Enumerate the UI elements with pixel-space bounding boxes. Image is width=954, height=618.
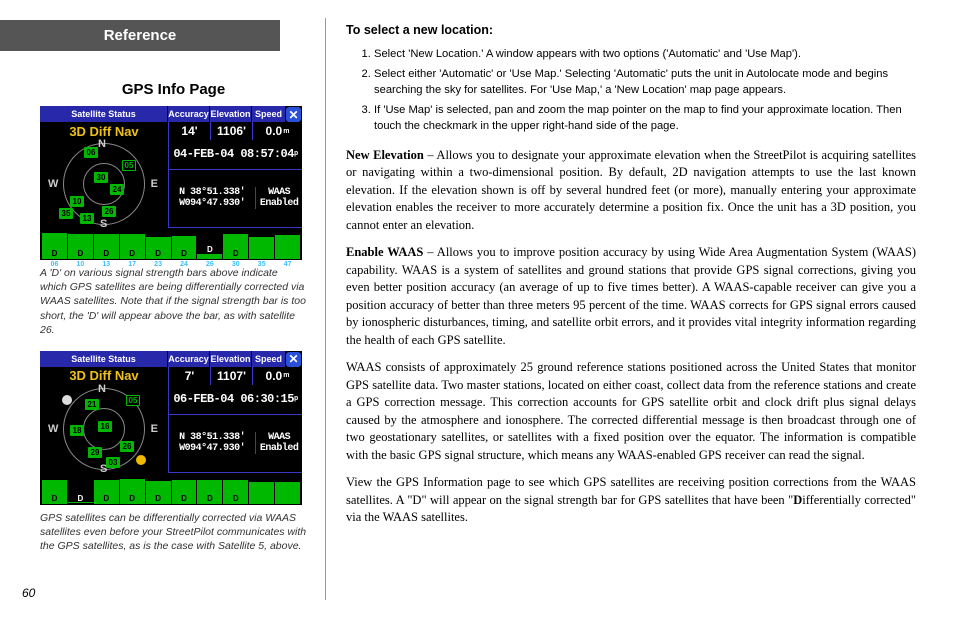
- signal-bar: D30: [223, 234, 248, 259]
- satellite-marker: 13: [80, 213, 94, 224]
- paragraph-new-elevation: New Elevation – Allows you to designate …: [346, 147, 916, 235]
- signal-bar: D: [94, 480, 119, 504]
- coordinates: N 38°51.338'W094°47.930': [169, 187, 256, 209]
- right-column: To select a new location: Select 'New Lo…: [326, 0, 954, 618]
- info-panel: 04-FEB-04 08:57:04p N 38°51.338'W094°47.…: [168, 140, 302, 228]
- hdr-status: Satellite Status: [40, 106, 168, 122]
- signal-bar: [249, 482, 274, 504]
- left-column: Reference GPS Info Page Satellite Status…: [0, 0, 325, 618]
- compass-w: W: [48, 178, 58, 190]
- satellite-marker: 05: [122, 160, 136, 171]
- satellite-marker: 10: [70, 196, 84, 207]
- hdr-accuracy: Accuracy: [168, 351, 210, 367]
- accuracy-value: 7': [168, 367, 210, 385]
- procedure-step: Select either 'Automatic' or 'Use Map.' …: [374, 66, 916, 98]
- satellite-marker: 35: [59, 208, 73, 219]
- satellite-marker: 26: [120, 441, 134, 452]
- satellite-marker: 24: [110, 184, 124, 195]
- signal-bar: D: [197, 480, 222, 504]
- procedure-heading: To select a new location:: [346, 22, 916, 40]
- signal-bar: D06: [42, 233, 67, 259]
- caption-1: A 'D' on various signal strength bars ab…: [40, 266, 307, 337]
- accuracy-value: 14': [168, 122, 210, 140]
- compass-s: S: [100, 218, 107, 230]
- signal-bar: D: [68, 502, 93, 504]
- compass-e: E: [151, 423, 158, 435]
- hdr-speed: Speed: [252, 106, 286, 122]
- runin-new-elevation: New Elevation: [346, 148, 424, 162]
- signal-bar: D13: [94, 234, 119, 259]
- datetime-value: 04-FEB-04 08:57:04p: [168, 140, 302, 170]
- satellite-marker: 26: [102, 206, 116, 217]
- signal-bar: D24: [172, 236, 197, 259]
- paragraph-view-gps-info: View the GPS Information page to see whi…: [346, 474, 916, 527]
- signal-bar: D: [146, 481, 171, 504]
- hdr-elevation: Elevation: [210, 351, 252, 367]
- caption-2: GPS satellites can be differentially cor…: [40, 511, 307, 554]
- paragraph-waas-detail: WAAS consists of approximately 25 ground…: [346, 359, 916, 464]
- reference-header: Reference: [0, 20, 280, 51]
- signal-bar: D: [120, 479, 145, 504]
- compass-n: N: [98, 138, 106, 150]
- sun-icon: [136, 455, 146, 465]
- runin-enable-waas: Enable WAAS: [346, 245, 423, 259]
- section-title: GPS Info Page: [40, 81, 307, 98]
- moon-icon: [62, 395, 72, 405]
- procedure-step: Select 'New Location.' A window appears …: [374, 46, 916, 62]
- page-number: 60: [22, 586, 35, 600]
- satellite-marker: 05: [126, 395, 140, 406]
- close-icon[interactable]: ✕: [286, 107, 301, 122]
- satellite-marker: 06: [84, 147, 98, 158]
- signal-bars: DDDDDDDD: [40, 473, 302, 505]
- satellite-marker: 16: [98, 421, 112, 432]
- datetime-value: 06-FEB-04 06:30:15p: [168, 385, 302, 415]
- speed-value: 0.0m: [252, 122, 302, 140]
- signal-bar: [275, 482, 300, 504]
- hdr-elevation: Elevation: [210, 106, 252, 122]
- compass-w: W: [48, 423, 58, 435]
- signal-bar: D: [172, 480, 197, 504]
- close-icon[interactable]: ✕: [286, 352, 301, 367]
- hdr-status: Satellite Status: [40, 351, 168, 367]
- procedure-steps: Select 'New Location.' A window appears …: [346, 46, 916, 135]
- satellite-marker: 30: [94, 172, 108, 183]
- coordinates: N 38°51.338'W094°47.930': [169, 432, 256, 454]
- elevation-value: 1107': [210, 367, 252, 385]
- compass-e: E: [151, 178, 158, 190]
- elevation-value: 1106': [210, 122, 252, 140]
- signal-bar: D: [42, 480, 67, 504]
- signal-bar: D: [223, 480, 248, 504]
- signal-bar: D10: [68, 234, 93, 259]
- satellite-marker: 29: [88, 447, 102, 458]
- gps-screenshot-2: Satellite Status Accuracy Elevation Spee…: [40, 351, 302, 505]
- hdr-accuracy: Accuracy: [168, 106, 210, 122]
- signal-bar: D17: [120, 234, 145, 259]
- satellite-marker: 03: [106, 457, 120, 468]
- sky-view: N S E W 05211618262903: [40, 385, 168, 473]
- hdr-speed: Speed: [252, 351, 286, 367]
- speed-value: 0.0m: [252, 367, 302, 385]
- signal-bars: D06D10D13D17D23D24D26D303547: [40, 228, 302, 260]
- satellite-marker: 21: [85, 399, 99, 410]
- satellite-marker: 18: [70, 425, 84, 436]
- waas-status: WAASEnabled: [256, 432, 302, 454]
- signal-bar: D26: [197, 254, 222, 259]
- waas-status: WAASEnabled: [256, 187, 302, 209]
- paragraph-enable-waas: Enable WAAS – Allows you to improve posi…: [346, 244, 916, 349]
- info-panel: 06-FEB-04 06:30:15p N 38°51.338'W094°47.…: [168, 385, 302, 473]
- sky-view: N S E W 06 05 3024 26 1035 13: [40, 140, 168, 228]
- compass-n: N: [98, 383, 106, 395]
- procedure-step: If 'Use Map' is selected, pan and zoom t…: [374, 102, 916, 134]
- signal-bar: D23: [146, 237, 171, 259]
- signal-bar: 35: [249, 237, 274, 259]
- signal-bar: 47: [275, 235, 300, 259]
- gps-screenshot-1: Satellite Status Accuracy Elevation Spee…: [40, 106, 302, 260]
